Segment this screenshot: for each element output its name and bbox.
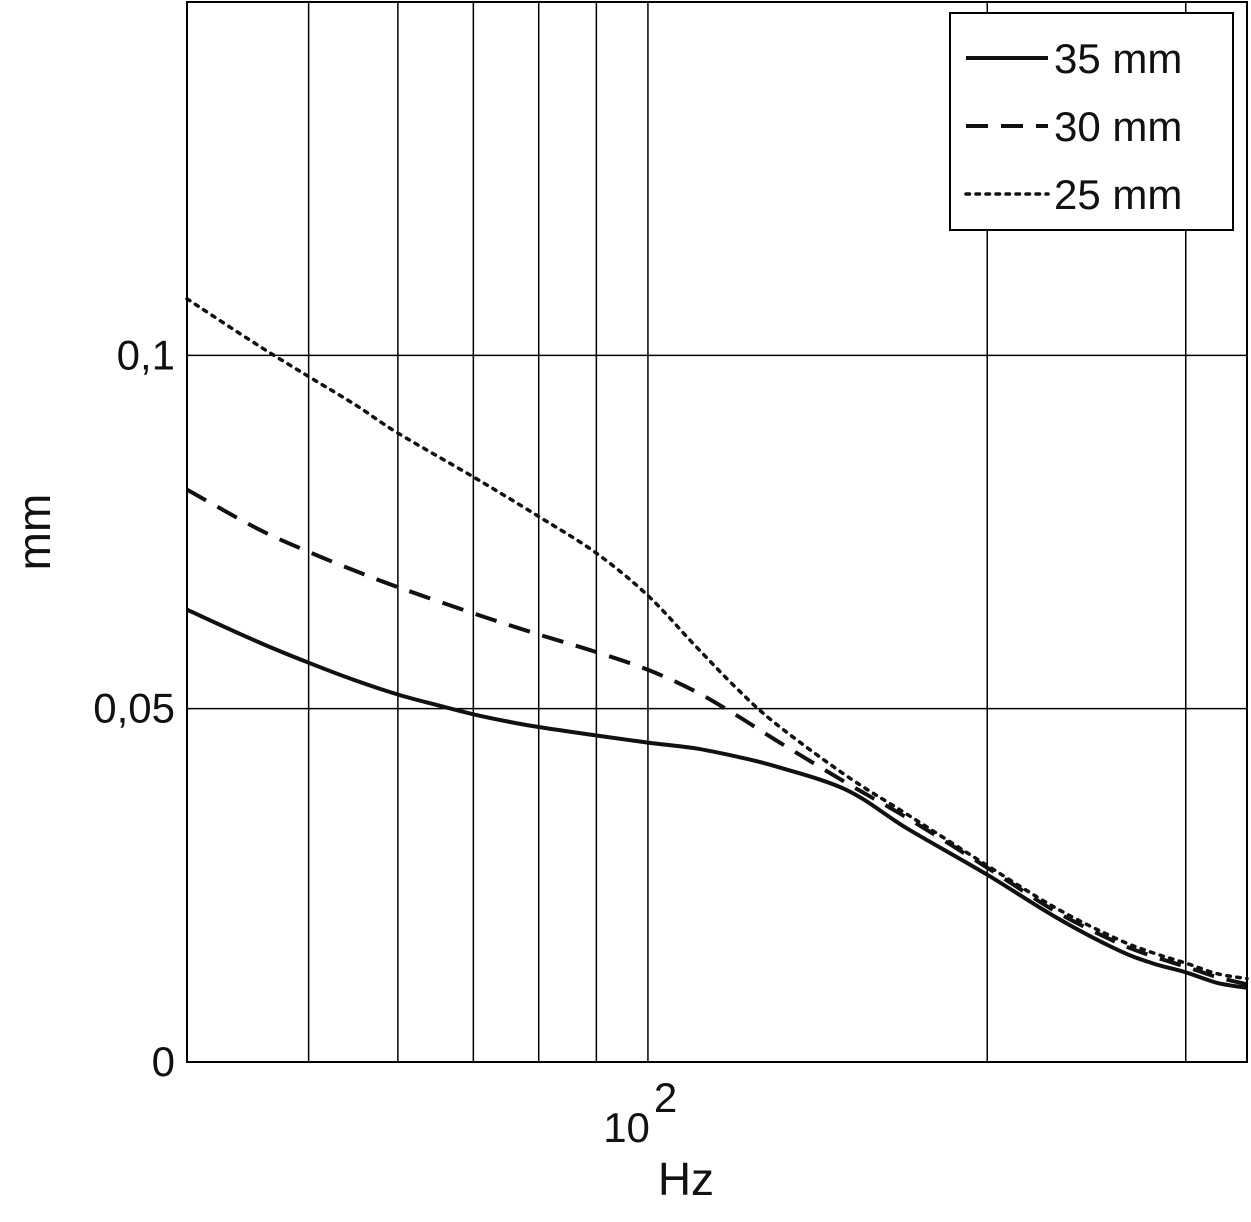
legend: 35 mm 30 mm 25 mm: [949, 12, 1234, 231]
legend-label-0: 35 mm: [1054, 35, 1182, 82]
x-tick-label: 10: [603, 1104, 650, 1151]
legend-label-2: 25 mm: [1054, 171, 1182, 218]
y-tick-label: 0,05: [93, 685, 175, 732]
y-axis-label: mm: [8, 494, 60, 571]
series-line-0: [186, 607, 1248, 990]
series-line-2: [185, 297, 1249, 981]
tick-labels: 0 0,05 0,1 102: [93, 331, 677, 1151]
y-tick-label: 0: [152, 1038, 175, 1085]
series-line-1: [186, 487, 1248, 987]
legend-label-1: 30 mm: [1054, 103, 1182, 150]
plot-frame: [186, 1, 1248, 1063]
y-tick-label: 0,1: [117, 331, 175, 378]
x-axis-label: Hz: [658, 1153, 714, 1205]
x-tick-exponent: 2: [654, 1074, 677, 1121]
series-lines: [185, 297, 1249, 990]
